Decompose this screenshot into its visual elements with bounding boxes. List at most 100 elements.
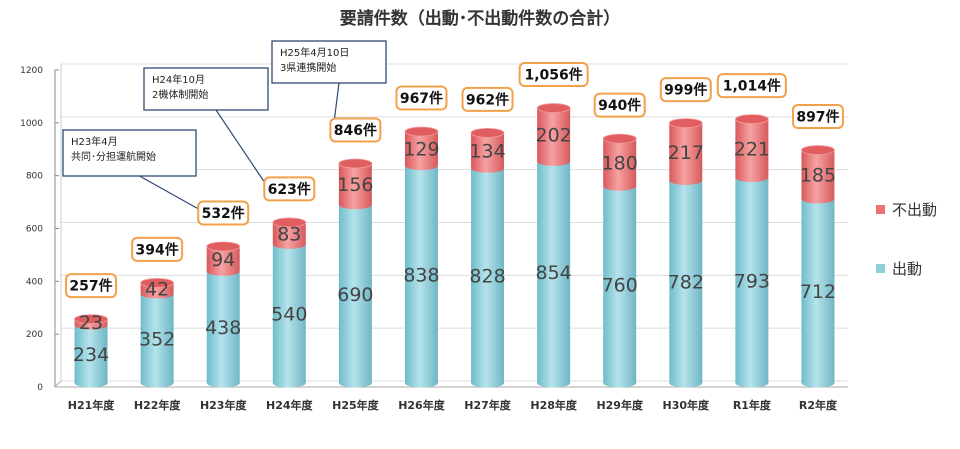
bar-cap [272, 217, 307, 228]
total-label-box [65, 273, 118, 299]
data-label-fushutsudo: 129 [403, 139, 439, 161]
grid [54, 63, 848, 388]
x-tick-label: H27年度 [464, 398, 512, 412]
total-label: 532件 [202, 205, 245, 222]
bar-cap [668, 118, 703, 128]
annotation-line2: 共同･分担運航開始 [71, 150, 156, 163]
legend-label: 出動 [892, 260, 922, 278]
data-label-shutsudo: 540 [271, 304, 307, 326]
annotation-line1: H25年4月10日 [280, 46, 349, 59]
bar-segment-shutsudo [669, 180, 703, 388]
bar-segment-shutsudo [338, 204, 372, 388]
total-label: 846件 [334, 122, 377, 139]
annotation-box [143, 67, 269, 111]
bar-segment-shutsudo [206, 271, 240, 388]
total-labels: 257件 394件 532件 623件 846件 967件 962件 1,056件 940件 99… [65, 62, 844, 299]
total-label: 1,056件 [524, 67, 582, 84]
data-label-fushutsudo: 156 [337, 174, 373, 196]
bar-cap [338, 158, 373, 169]
data-label-fushutsudo: 83 [277, 223, 301, 245]
total-label-box [791, 104, 844, 130]
bar-segment-fushutsudo [471, 132, 505, 173]
data-label-fushutsudo: 202 [535, 125, 571, 147]
x-tick-label: H26年度 [398, 398, 446, 412]
floor-edge [54, 380, 62, 388]
x-tick-label: R1年度 [733, 398, 772, 412]
bars: 2342335242438945408369015683812982813485… [73, 103, 836, 388]
x-tick-label: H21年度 [68, 398, 116, 412]
bar-segment-fushutsudo [669, 123, 703, 185]
total-label-box [197, 200, 250, 226]
data-label-shutsudo: 782 [668, 272, 704, 294]
y-axis: 0 200 400 600 800 1000 1200 [20, 66, 43, 393]
total-label: 623件 [268, 181, 311, 198]
y-tick-label: 200 [26, 330, 43, 340]
data-label-fushutsudo: 42 [145, 278, 169, 300]
annotation-line2: 3県連携開始 [280, 61, 336, 74]
bar-stack: 352 42 [139, 278, 175, 388]
bar-segment-shutsudo [537, 161, 571, 388]
annotation-box [271, 40, 387, 84]
x-tick-label: H29年度 [596, 398, 644, 412]
y-tick-label: 800 [26, 172, 43, 182]
bar-segment-fushutsudo [801, 150, 835, 204]
bar-stack: 854 202 [535, 103, 572, 388]
bar-cap [801, 145, 835, 155]
y-tick-label: 1000 [20, 119, 43, 129]
bar-segment-fushutsudo [537, 108, 571, 166]
total-label-box [395, 85, 448, 111]
bar-cap [536, 103, 571, 113]
annotation-line2: 2機体制開始 [152, 88, 208, 101]
bar-segment-shutsudo [404, 165, 438, 388]
bar-segment-fushutsudo [603, 138, 637, 191]
bar-segment-shutsudo [801, 198, 835, 388]
bar-stack: 438 94 [205, 241, 241, 388]
chart-title: 要請件数（出動･不出動件数の合計） [340, 8, 621, 29]
bar-cap [74, 314, 108, 325]
total-label: 897件 [796, 109, 839, 126]
data-label-shutsudo: 712 [800, 281, 836, 303]
x-tick-label: H24年度 [266, 398, 314, 412]
total-label: 940件 [598, 97, 641, 114]
x-tick-label: H22年度 [134, 398, 182, 412]
bar-segment-fushutsudo [338, 163, 372, 210]
bar-segment-fushutsudo [272, 222, 306, 249]
legend-swatch [876, 205, 885, 214]
bar-cap [404, 126, 439, 137]
bar-cap [602, 133, 637, 144]
total-label-box [131, 236, 184, 262]
legend-label: 不出動 [892, 201, 937, 219]
x-axis: H21年度 H22年度 H23年度 H24年度 H25年度 H26年度 H27年度 H28年度… [68, 398, 838, 412]
bar-stack: 712 185 [800, 145, 836, 388]
data-label-fushutsudo: 134 [469, 141, 505, 163]
bar-stack: 828 134 [469, 127, 506, 388]
data-label-fushutsudo: 23 [79, 312, 103, 334]
data-label-fushutsudo: 180 [602, 152, 638, 174]
y-tick-label: 600 [26, 225, 43, 235]
data-label-fushutsudo: 94 [211, 249, 235, 271]
data-label-shutsudo: 828 [469, 266, 505, 288]
total-label-box [329, 117, 382, 143]
bar-cap [140, 278, 175, 288]
bar-segment-fushutsudo [735, 119, 769, 183]
total-label-box [659, 77, 712, 103]
bar-segment-fushutsudo [206, 246, 240, 276]
data-label-shutsudo: 438 [205, 317, 241, 339]
bar-stack: 690 156 [337, 158, 374, 388]
bar-segment-shutsudo [471, 168, 505, 388]
total-label-box [518, 62, 589, 88]
bar-stack: 782 217 [668, 118, 704, 388]
annotation-leader [139, 175, 202, 211]
bar-segment-shutsudo [735, 177, 769, 388]
x-tick-label: H30年度 [663, 398, 711, 412]
x-tick-label: R2年度 [799, 398, 838, 412]
legend-swatch [876, 264, 885, 273]
total-label: 999件 [664, 82, 707, 99]
bar-stack: 838 129 [403, 126, 440, 388]
data-label-shutsudo: 352 [139, 329, 175, 351]
bar-stack: 540 83 [271, 217, 307, 388]
total-label-box [263, 176, 316, 202]
data-label-fushutsudo: 185 [800, 164, 836, 186]
annotation-leader [215, 109, 268, 187]
